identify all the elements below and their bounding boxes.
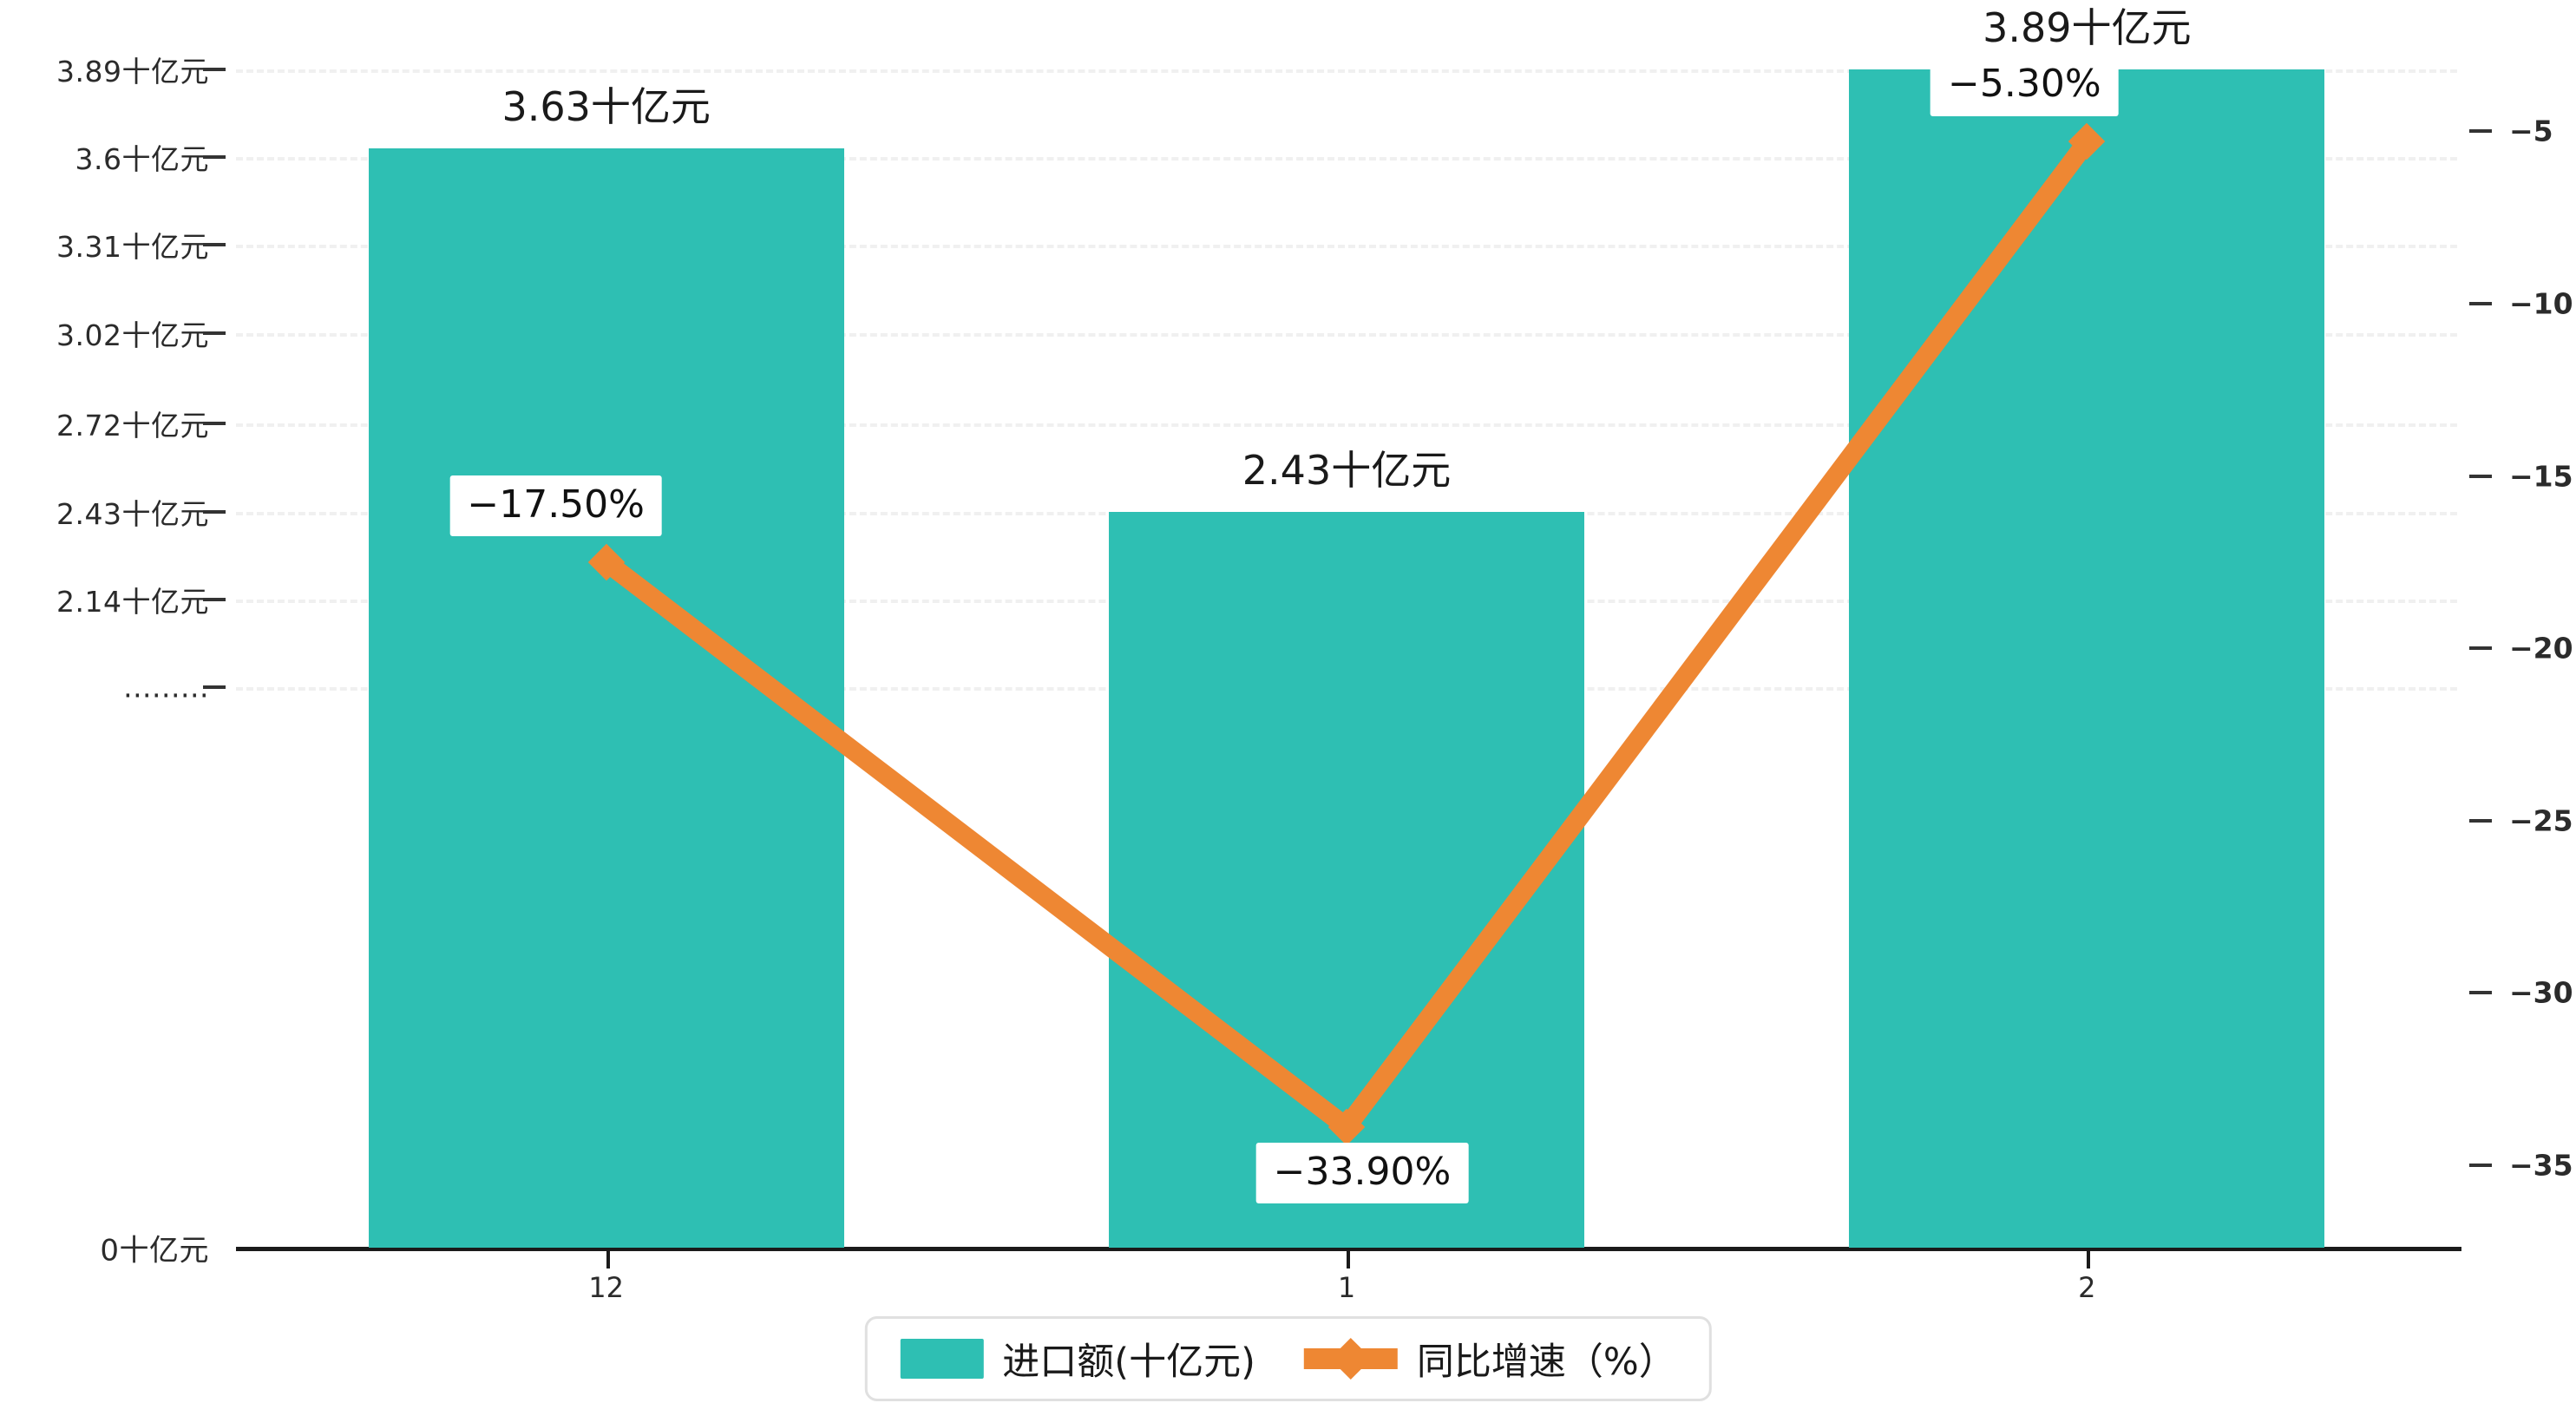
chart-legend[interactable]: 进口额(十亿元) 同比增速（%） [864, 1316, 1712, 1401]
y-axis-tick-label: 3.6十亿元 [75, 142, 209, 177]
legend-item-label: 进口额(十亿元) [1002, 1341, 1255, 1384]
y-axis-tick-label: 2.14十亿元 [56, 584, 209, 619]
y-axis-tick-mark [203, 422, 226, 426]
x-axis-tick-label: 12 [588, 1271, 625, 1304]
bar-12[interactable] [368, 148, 844, 1248]
secondary-y-axis-tick-mark [2469, 302, 2492, 305]
bar-swatch-icon [900, 1339, 984, 1379]
line-value-label: −17.50% [449, 475, 662, 536]
y-axis-tick-mark [203, 331, 226, 335]
y-axis-tick-mark [203, 509, 226, 514]
y-axis-tick-label: 0十亿元 [100, 1233, 209, 1268]
y-axis-tick-label: 3.31十亿元 [56, 230, 209, 265]
y-axis-tick-mark [203, 155, 226, 160]
line-swatch-icon [1303, 1337, 1398, 1380]
gridline [236, 69, 2457, 73]
secondary-y-axis-tick-mark [2469, 818, 2492, 823]
bar-value-label: 3.89十亿元 [1963, 0, 2211, 60]
gridline [236, 332, 2457, 337]
gridline [236, 245, 2457, 249]
x-axis-tick-mark [2087, 1248, 2091, 1268]
x-axis-tick-mark [606, 1248, 610, 1268]
secondary-y-axis-tick-label: −5 [2509, 114, 2553, 148]
legend-item-line[interactable]: 同比增速（%） [1303, 1332, 1676, 1386]
secondary-y-axis-tick-mark [2469, 1163, 2492, 1167]
secondary-y-axis-tick-label: −25 [2509, 803, 2573, 838]
x-axis-tick-label: 2 [2078, 1271, 2096, 1304]
y-axis-tick-mark [203, 685, 226, 690]
line-value-label: −33.90% [1255, 1143, 1469, 1204]
secondary-y-axis-tick-mark [2469, 991, 2492, 995]
y-axis-tick-label: 2.72十亿元 [56, 409, 209, 443]
secondary-y-axis-tick-label: −15 [2509, 459, 2573, 494]
bar-value-label: 2.43十亿元 [1222, 440, 1471, 502]
secondary-y-axis-tick-mark [2469, 129, 2492, 134]
bar-2[interactable] [1849, 69, 2325, 1248]
gridline [236, 423, 2457, 428]
secondary-y-axis-tick-label: −20 [2509, 631, 2573, 665]
y-axis-tick-mark [203, 597, 226, 601]
y-axis-tick-label: 3.02十亿元 [56, 318, 209, 352]
x-axis-tick-label: 1 [1337, 1271, 1356, 1304]
y-axis-tick-label: 2.43十亿元 [56, 496, 209, 531]
legend-item-label: 同比增速（%） [1416, 1341, 1676, 1384]
legend-item-bar[interactable]: 进口额(十亿元) [900, 1332, 1255, 1386]
secondary-y-axis-tick-label: −35 [2509, 1148, 2573, 1183]
gridline [236, 157, 2457, 161]
secondary-y-axis-tick-mark [2469, 646, 2492, 651]
y-axis-tick-mark [203, 243, 226, 247]
line-value-label: −5.30% [1930, 55, 2119, 116]
y-axis-tick-label: ......... [123, 670, 209, 705]
y-axis-tick-label: 3.89十亿元 [56, 55, 209, 88]
secondary-y-axis-tick-mark [2469, 474, 2492, 478]
bar-value-label: 3.63十亿元 [482, 76, 730, 139]
secondary-y-axis-tick-label: −30 [2509, 975, 2573, 1010]
secondary-y-axis-tick-label: −10 [2509, 286, 2573, 321]
x-axis-tick-mark [1347, 1248, 1350, 1268]
y-axis-tick-mark [203, 68, 226, 71]
